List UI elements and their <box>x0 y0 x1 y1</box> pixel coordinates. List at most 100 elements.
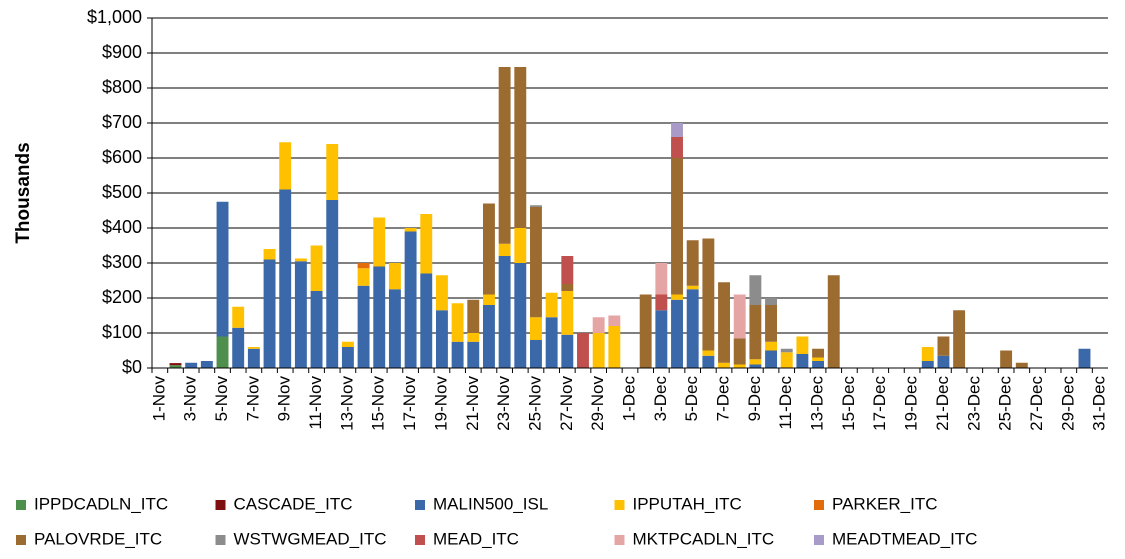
bar-segment <box>1015 362 1028 368</box>
bar-segment <box>733 338 746 365</box>
legend-swatch <box>215 500 226 510</box>
legend-swatch <box>215 535 226 545</box>
bar-segment <box>953 310 966 368</box>
x-tick-label: 5-Nov <box>212 376 231 422</box>
bar-segment <box>467 333 480 342</box>
y-tick-label: $200 <box>102 287 142 307</box>
bar-segment <box>812 348 825 358</box>
bar-segment <box>702 355 715 368</box>
legend-swatch <box>16 500 26 510</box>
x-tick-label: 11-Dec <box>776 376 795 430</box>
bar-segment <box>451 303 464 342</box>
bar-segment <box>1078 348 1091 368</box>
x-tick-label: 27-Nov <box>557 376 576 431</box>
bar-segment <box>780 348 793 353</box>
bar-segment <box>530 340 542 368</box>
bar-segment <box>577 333 589 368</box>
bar-segment <box>373 266 386 368</box>
bar-segment <box>232 306 245 328</box>
y-axis-label: Thousands <box>13 142 34 243</box>
x-tick-label: 25-Nov <box>525 376 544 431</box>
legend-label: WSTWGMEAD_ITC <box>234 529 387 548</box>
bar-segment <box>514 228 527 263</box>
x-tick-label: 5-Dec <box>682 376 701 422</box>
bar-segment <box>561 334 574 368</box>
legend-label: PALOVRDE_ITC <box>34 529 162 548</box>
bar-segment <box>765 341 778 351</box>
bar-segment <box>404 228 417 232</box>
bar-segment <box>592 317 605 333</box>
bar-segment <box>451 341 464 368</box>
x-tick-label: 19-Nov <box>431 376 450 431</box>
bar-segment <box>169 365 182 368</box>
bar-segment <box>733 294 746 339</box>
bar-segment <box>530 317 542 340</box>
bar-segment <box>530 205 542 207</box>
x-tick-label: 1-Nov <box>149 376 168 422</box>
bar-segment <box>357 285 370 368</box>
bar-segment <box>749 305 762 360</box>
bar-segment <box>718 282 730 363</box>
x-tick-label: 21-Dec <box>933 376 952 431</box>
bar-segment <box>216 201 229 337</box>
x-tick-label: 13-Dec <box>808 376 827 431</box>
legend-label: MEADTMEAD_ITC <box>832 529 977 548</box>
bar-segment <box>514 67 527 228</box>
bar-segment <box>812 357 825 361</box>
bar-segment <box>247 348 260 368</box>
bar-segment <box>718 362 730 368</box>
legend-label: MEAD_ITC <box>433 529 519 548</box>
legend-swatch <box>415 500 425 510</box>
bar-segment <box>671 158 683 295</box>
legend-swatch <box>415 535 425 545</box>
bar-segment <box>686 240 699 286</box>
bar-segment <box>592 333 605 368</box>
bar-segment <box>749 275 762 305</box>
x-tick-label: 15-Dec <box>839 376 858 431</box>
bar-segment <box>655 294 668 311</box>
bar-segment <box>514 263 527 368</box>
bar-segment <box>247 347 260 349</box>
bar-segment <box>545 292 558 318</box>
legend-swatch <box>614 500 625 510</box>
x-tick-label: 29-Dec <box>1058 376 1077 431</box>
bar-segment <box>498 67 511 244</box>
legend-label: IPPUTAH_ITC <box>633 494 742 513</box>
bar-segment <box>420 214 433 274</box>
bar-segment <box>404 231 417 368</box>
bar-segment <box>357 263 370 269</box>
bar-segment <box>733 364 746 368</box>
bar-segment <box>921 347 934 361</box>
bar-segment <box>796 354 809 368</box>
x-tick-label: 25-Dec <box>996 376 1015 431</box>
x-tick-label: 21-Nov <box>463 376 482 431</box>
bar-segment <box>373 217 386 267</box>
bar-segment <box>608 315 621 326</box>
bar-segment <box>341 341 354 347</box>
x-tick-label: 31-Dec <box>1090 376 1109 431</box>
bar-segment <box>279 142 292 190</box>
x-tick-label: 15-Nov <box>369 376 388 431</box>
x-tick-label: 23-Dec <box>964 376 983 431</box>
x-tick-label: 7-Dec <box>714 376 733 422</box>
bar-segment <box>921 361 934 368</box>
x-tick-label: 17-Dec <box>870 376 889 431</box>
x-tick-label: 7-Nov <box>243 376 262 422</box>
bar-segment <box>263 249 276 260</box>
legend-label: MALIN500_ISL <box>433 494 548 513</box>
bar-segment <box>671 137 683 158</box>
bar-segment <box>294 258 307 262</box>
x-tick-label: 13-Nov <box>337 376 356 431</box>
bar-segment <box>388 263 401 290</box>
y-tick-label: $100 <box>102 322 142 342</box>
bar-segment <box>279 189 292 368</box>
x-tick-label: 11-Nov <box>306 376 325 430</box>
legend-swatch <box>814 535 824 545</box>
bar-segment <box>827 275 840 368</box>
bar-segment <box>498 243 511 256</box>
legend-label: MKTPCADLN_ITC <box>633 529 775 548</box>
bar-segment <box>812 361 825 368</box>
y-tick-label: $0 <box>122 357 142 377</box>
bar-segment <box>655 263 668 295</box>
